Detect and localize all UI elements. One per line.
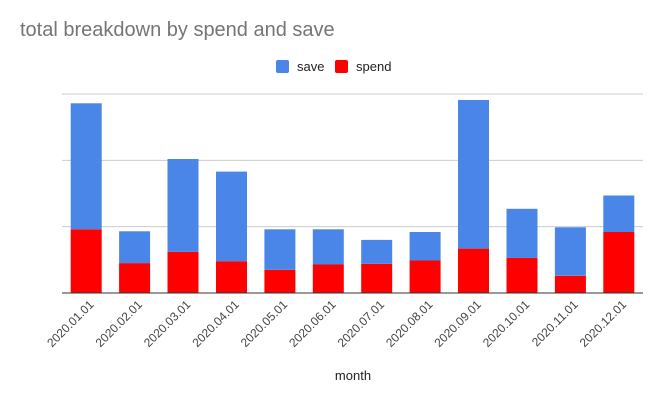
x-axis-title: month bbox=[335, 368, 371, 383]
bar-save-2020.11.01 bbox=[554, 227, 586, 276]
bar-spend-2020.02.01 bbox=[119, 263, 151, 293]
bar-spend-2020.12.01 bbox=[603, 232, 635, 293]
bar-spend-2020.06.01 bbox=[312, 264, 344, 293]
x-tick-label: 2020.12.01 bbox=[577, 297, 630, 350]
x-tick-label: 2020.02.01 bbox=[93, 297, 146, 350]
chart-title: total breakdown by spend and save bbox=[20, 19, 335, 41]
x-tick-label: 2020.06.01 bbox=[286, 297, 339, 350]
x-tick-label: 2020.05.01 bbox=[238, 297, 291, 350]
x-tick-label: 2020.09.01 bbox=[432, 297, 485, 350]
legend-swatch-spend bbox=[335, 59, 348, 73]
legend-label-save: save bbox=[297, 58, 325, 74]
bar-save-2020.04.01 bbox=[216, 171, 247, 262]
bar-save-2020.05.01 bbox=[264, 229, 296, 270]
legend-item-spend: spend bbox=[335, 58, 391, 74]
bar-spend-2020.10.01 bbox=[506, 257, 538, 293]
bar-spend-2020.03.01 bbox=[167, 251, 199, 293]
bar-spend-2020.04.01 bbox=[216, 261, 247, 293]
x-tick-label: 2020.08.01 bbox=[383, 297, 436, 350]
bar-save-2020.06.01 bbox=[312, 229, 344, 265]
bar-save-2020.09.01 bbox=[458, 100, 489, 249]
bar-save-2020.07.01 bbox=[361, 239, 393, 264]
bar-save-2020.08.01 bbox=[409, 232, 441, 261]
bars-layer bbox=[70, 100, 635, 293]
bar-spend-2020.08.01 bbox=[409, 260, 441, 293]
x-tick-label: 2020.10.01 bbox=[480, 297, 533, 350]
bar-spend-2020.01.01 bbox=[70, 229, 102, 293]
legend-swatch-save bbox=[276, 59, 289, 73]
bar-spend-2020.11.01 bbox=[554, 275, 586, 293]
legend-label-spend: spend bbox=[356, 58, 392, 74]
x-tick-label: 2020.01.01 bbox=[44, 297, 97, 350]
x-tick-labels: 2020.01.012020.02.012020.03.012020.04.01… bbox=[44, 297, 629, 350]
bar-save-2020.02.01 bbox=[119, 231, 151, 264]
bar-save-2020.12.01 bbox=[603, 195, 635, 232]
bar-save-2020.01.01 bbox=[70, 103, 102, 230]
legend-item-save: save bbox=[276, 58, 324, 74]
x-tick-label: 2020.04.01 bbox=[189, 297, 242, 350]
bar-save-2020.10.01 bbox=[506, 208, 538, 258]
bar-spend-2020.09.01 bbox=[458, 248, 489, 293]
x-tick-label: 2020.11.01 bbox=[529, 297, 581, 349]
bar-spend-2020.07.01 bbox=[361, 263, 393, 293]
legend: save spend bbox=[0, 58, 666, 74]
bar-save-2020.03.01 bbox=[167, 159, 199, 252]
grid-layer bbox=[62, 93, 643, 228]
x-tick-label: 2020.07.01 bbox=[335, 297, 388, 350]
x-tick-label: 2020.03.01 bbox=[141, 297, 194, 350]
bar-spend-2020.05.01 bbox=[264, 269, 296, 293]
